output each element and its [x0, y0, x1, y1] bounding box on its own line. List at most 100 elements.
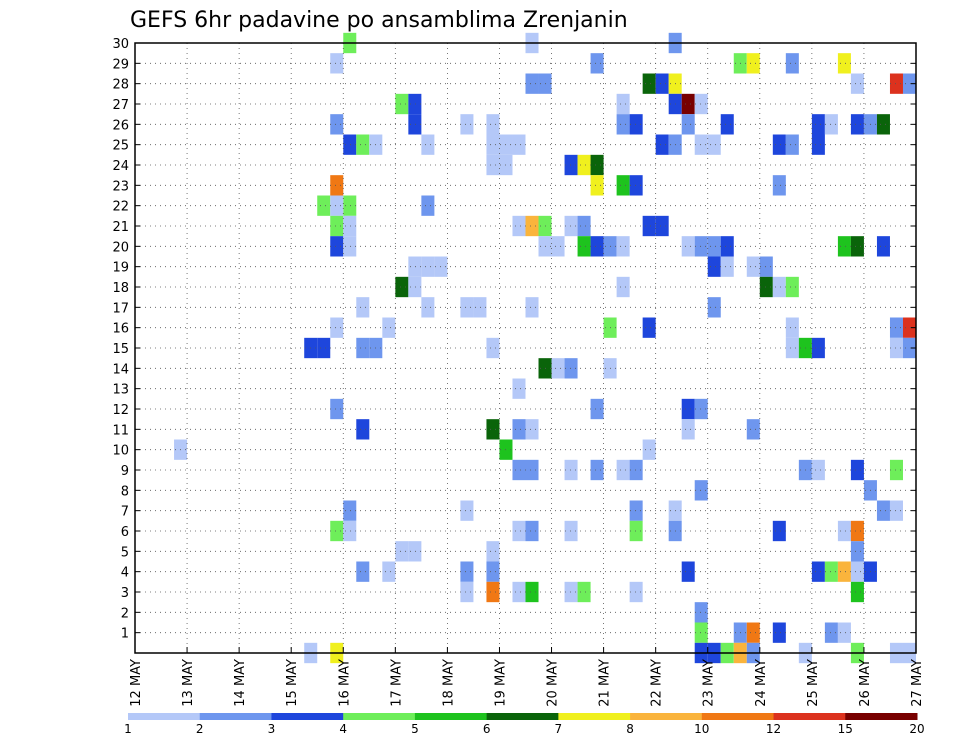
- y-tick-label: 27: [112, 98, 129, 113]
- heat-cell: [551, 236, 565, 257]
- legend-swatch: [128, 713, 201, 720]
- legend-swatch: [701, 713, 775, 720]
- heat-cell: [629, 175, 643, 196]
- y-tick-label: 20: [112, 240, 129, 255]
- legend-label: 10: [694, 722, 709, 736]
- heat-cell: [902, 317, 916, 338]
- y-tick-label: 2: [121, 606, 129, 621]
- heat-cell: [850, 114, 864, 135]
- plot-frame: [134, 42, 917, 654]
- heat-cell: [681, 114, 695, 135]
- color-legend: 1 2 3 4 5 6 7 8 10 12 15 20: [124, 713, 925, 736]
- heat-cell: [824, 622, 838, 643]
- y-tick-label: 1: [121, 627, 129, 642]
- heat-cell: [642, 73, 656, 94]
- heat-cell: [785, 134, 799, 155]
- heat-cell: [330, 398, 344, 420]
- heat-cell: [642, 215, 656, 237]
- heat-cell: [512, 215, 526, 237]
- heat-cell: [681, 236, 695, 257]
- y-axis-ticks: 1234567891011121314151617181920212223242…: [112, 37, 916, 642]
- heat-cell: [850, 236, 864, 257]
- heat-cell: [512, 459, 526, 481]
- heat-cell: [577, 236, 591, 257]
- heat-cell: [525, 73, 539, 94]
- x-tick-label: 26 MAY: [858, 659, 873, 707]
- y-tick-label: 7: [121, 505, 129, 520]
- y-tick-label: 4: [121, 566, 129, 581]
- heat-cell: [616, 276, 630, 298]
- heat-cell: [902, 73, 916, 94]
- y-tick-label: 22: [112, 200, 129, 215]
- x-tick-label: 23 MAY: [702, 659, 717, 707]
- heat-cell: [824, 561, 838, 582]
- legend-label: 20: [909, 722, 924, 736]
- heat-cell: [707, 236, 721, 257]
- heat-cell: [356, 134, 370, 155]
- heat-cell: [655, 134, 669, 155]
- legend-label: 7: [555, 722, 563, 736]
- x-tick-label: 14 MAY: [233, 659, 248, 707]
- heat-cell: [564, 581, 578, 603]
- heat-cell: [694, 398, 708, 420]
- heat-cell: [889, 459, 903, 481]
- heat-cell: [564, 520, 578, 542]
- heat-cell: [850, 561, 864, 582]
- heat-cell: [590, 398, 604, 420]
- heat-cell: [629, 459, 643, 481]
- heat-cell: [629, 581, 643, 603]
- heat-cell: [577, 215, 591, 237]
- y-tick-label: 24: [112, 159, 129, 174]
- heat-cell: [551, 358, 565, 379]
- heat-cell: [382, 561, 396, 582]
- heat-cell: [460, 561, 474, 582]
- y-tick-label: 6: [121, 525, 129, 540]
- x-tick-label: 24 MAY: [754, 659, 769, 707]
- heat-cell: [486, 154, 500, 176]
- heat-cell: [850, 73, 864, 94]
- heat-cell: [525, 297, 539, 318]
- heat-cell: [785, 317, 799, 338]
- heat-cell: [408, 114, 422, 135]
- heat-cell: [486, 419, 500, 440]
- heat-cell: [759, 256, 773, 277]
- heat-cell: [343, 134, 357, 155]
- legend-label: 4: [339, 722, 347, 736]
- y-tick-label: 8: [121, 484, 129, 499]
- y-tick-label: 9: [121, 464, 129, 479]
- heat-cell: [343, 520, 357, 542]
- heat-cell: [811, 134, 825, 155]
- heat-cell: [408, 93, 422, 115]
- heat-cell: [707, 256, 721, 277]
- heat-cell: [837, 520, 851, 542]
- heat-cell: [837, 561, 851, 582]
- heat-cell: [486, 561, 500, 582]
- y-tick-label: 12: [112, 403, 129, 418]
- x-tick-label: 16 MAY: [337, 659, 352, 707]
- heat-cell: [772, 622, 786, 643]
- legend-label: 15: [838, 722, 853, 736]
- heat-cell: [655, 73, 669, 94]
- y-tick-label: 26: [112, 118, 129, 133]
- heat-cell: [382, 317, 396, 338]
- y-tick-label: 11: [112, 423, 129, 438]
- heat-cell: [421, 195, 435, 216]
- heat-cell: [616, 93, 630, 115]
- heat-cell: [525, 459, 539, 481]
- heat-cell: [850, 581, 864, 603]
- grid: [135, 43, 916, 653]
- legend-swatch: [199, 713, 272, 720]
- heat-cell: [564, 215, 578, 237]
- heat-cell: [590, 175, 604, 196]
- heat-cell: [655, 215, 669, 237]
- heat-cell: [343, 236, 357, 257]
- heat-cell: [330, 317, 344, 338]
- heat-cell: [590, 459, 604, 481]
- heat-cell: [694, 134, 708, 155]
- heat-cell: [590, 236, 604, 257]
- heat-cell: [785, 53, 799, 74]
- heat-cell: [707, 134, 721, 155]
- heat-cell: [811, 561, 825, 582]
- heat-cell: [746, 256, 760, 277]
- heat-cell: [837, 53, 851, 74]
